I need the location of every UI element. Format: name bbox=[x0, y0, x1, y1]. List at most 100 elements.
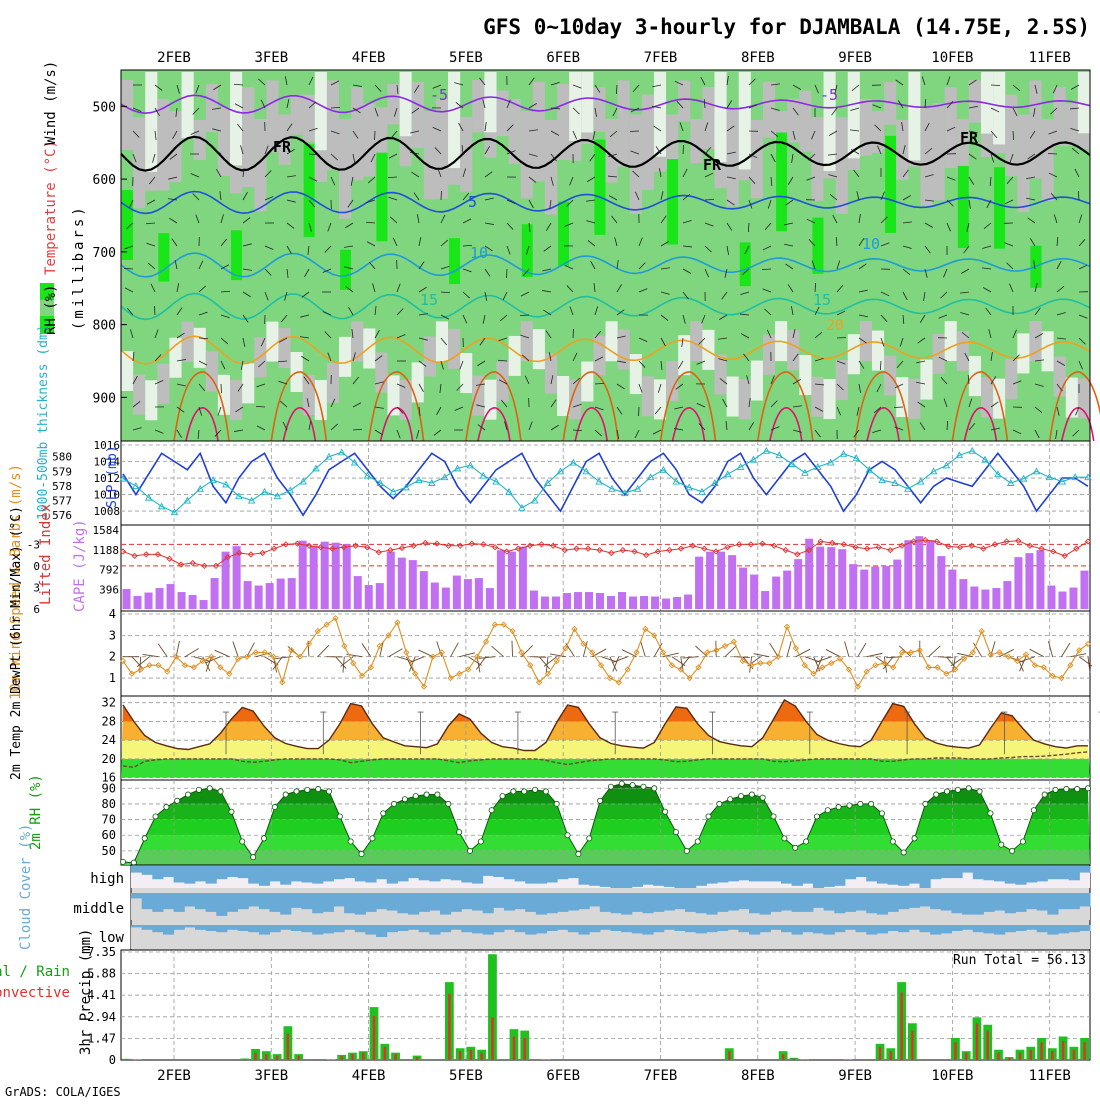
cloud-cover-cell bbox=[866, 925, 877, 935]
cape-bar bbox=[387, 552, 395, 609]
rh2m-marker bbox=[489, 808, 494, 813]
cape-bar bbox=[695, 557, 703, 609]
cloud-cover-cell bbox=[461, 866, 472, 883]
rh-low-level-patch bbox=[278, 328, 291, 368]
cape-tick: 1584 bbox=[93, 524, 120, 537]
cloud-cover-cell bbox=[270, 893, 281, 912]
cloud-cover-cell bbox=[1026, 866, 1037, 883]
cloud-cover-axis-label: Cloud Cover (%) bbox=[18, 824, 34, 950]
cape-bar bbox=[277, 579, 285, 609]
cloud-cover-cell bbox=[365, 925, 376, 935]
rh2m-marker bbox=[413, 793, 418, 798]
cloud-row-label: high bbox=[90, 871, 124, 887]
rh2m-marker bbox=[370, 836, 375, 841]
rh-dry-patch bbox=[206, 84, 219, 132]
rh-low-level-patch bbox=[1017, 333, 1030, 373]
cloud-cover-cell bbox=[152, 925, 163, 932]
temp2m-axis-label: 2m Temp 2m DewPt (6hr Min/Max) (°C) bbox=[9, 506, 24, 780]
precip-run-total: Run Total = 56.13 bbox=[953, 953, 1086, 968]
slp-axis-label: SLP (mb) bbox=[105, 445, 120, 508]
cloud-cover-cell bbox=[994, 925, 1005, 935]
cloud-cover-cell bbox=[856, 925, 867, 932]
cloud-cover-cell bbox=[770, 866, 781, 881]
rh2m-marker bbox=[652, 786, 657, 791]
precip-convective-bar bbox=[341, 1056, 343, 1060]
rh-dry-patch bbox=[690, 119, 703, 163]
cape-bar bbox=[508, 552, 516, 609]
cloud-cover-cell bbox=[930, 925, 941, 935]
rh-low-level-patch bbox=[763, 335, 776, 375]
cloud-cover-cell bbox=[1069, 925, 1080, 932]
cape-bar bbox=[827, 547, 835, 609]
cloud-cover-cell bbox=[355, 866, 366, 881]
date-tick-bottom: 11FEB bbox=[1029, 1068, 1071, 1084]
rh-low-level-patch bbox=[860, 321, 873, 361]
cloud-cover-cell bbox=[227, 866, 238, 877]
precip-convective-bar bbox=[879, 1047, 881, 1060]
precip-convective-bar bbox=[965, 1053, 967, 1060]
rh-low-level-patch bbox=[836, 360, 849, 400]
cloud-cover-cell bbox=[461, 925, 472, 932]
rh-moist-patch bbox=[158, 233, 169, 281]
rh-dry-patch bbox=[387, 84, 400, 124]
cape-bar bbox=[541, 597, 549, 609]
rh2m-marker bbox=[142, 836, 147, 841]
rh2m-marker bbox=[435, 792, 440, 797]
thickness-tick: 579 bbox=[52, 465, 72, 478]
cloud-cover-cell bbox=[781, 866, 792, 884]
cloud-cover-cell bbox=[1026, 893, 1037, 909]
cloud-cover-cell bbox=[632, 925, 643, 933]
cloud-cover-cell bbox=[323, 893, 334, 912]
rh2m-marker bbox=[760, 795, 765, 800]
cloud-cover-cell bbox=[227, 925, 238, 930]
cape-bar bbox=[211, 578, 219, 609]
rh-very-dry-patch bbox=[908, 72, 921, 160]
contour-label: 15 bbox=[813, 291, 831, 309]
cloud-cover-cell bbox=[888, 893, 899, 912]
rh-low-level-patch bbox=[351, 321, 364, 361]
rh-dry-patch bbox=[787, 99, 800, 143]
rh2m-marker bbox=[240, 839, 245, 844]
cape-bar bbox=[717, 552, 725, 609]
rh2m-marker bbox=[424, 792, 429, 797]
cloud-cover-cell bbox=[323, 866, 334, 881]
cloud-cover-cell bbox=[536, 925, 547, 933]
rh-low-level-patch bbox=[908, 379, 921, 419]
rh-low-level-patch bbox=[448, 329, 461, 369]
precip-convective-bar bbox=[384, 1047, 386, 1060]
rh2m-marker bbox=[478, 839, 483, 844]
cloud-cover-cell bbox=[792, 893, 803, 912]
date-tick-top: 4FEB bbox=[352, 50, 386, 66]
cloud-cover-cell bbox=[248, 925, 259, 932]
rh2m-marker bbox=[543, 789, 548, 794]
cape-bar bbox=[882, 566, 890, 609]
cloud-cover-cell bbox=[706, 925, 717, 932]
rh-very-dry-patch bbox=[182, 72, 195, 138]
cloud-cover-cell bbox=[589, 893, 600, 907]
rh-dry-patch bbox=[121, 80, 134, 150]
wind10m-barb bbox=[512, 641, 513, 657]
cloud-cover-cell bbox=[589, 866, 600, 886]
cloud-cover-cell bbox=[877, 866, 888, 884]
precip-convective-bar bbox=[448, 994, 450, 1060]
rh-dry-patch bbox=[218, 107, 231, 176]
cloud-cover-cell bbox=[238, 893, 249, 909]
rh-moist-patch bbox=[449, 238, 460, 284]
rh2m-marker bbox=[587, 836, 592, 841]
lifted-index-axis-label: Lifted Index bbox=[38, 504, 54, 605]
cloud-cover-cell bbox=[973, 925, 984, 932]
cloud-cover-cell bbox=[259, 893, 270, 909]
cloud-cover-cell bbox=[611, 893, 622, 913]
rh-low-level-patch bbox=[363, 328, 376, 368]
rh-low-level-patch bbox=[727, 377, 740, 417]
cloud-cover-cell bbox=[941, 893, 952, 911]
cloud-cover-cell bbox=[877, 893, 888, 915]
date-tick-top: 10FEB bbox=[931, 50, 973, 66]
cape-bar bbox=[1058, 592, 1066, 609]
rh-dry-patch bbox=[606, 119, 619, 183]
rh-very-dry-patch bbox=[400, 72, 413, 136]
cloud-cover-cell bbox=[397, 893, 408, 913]
cape-bar bbox=[1014, 557, 1022, 609]
rh2m-tick: 90 bbox=[102, 781, 116, 795]
rh-low-level-patch bbox=[145, 380, 158, 420]
